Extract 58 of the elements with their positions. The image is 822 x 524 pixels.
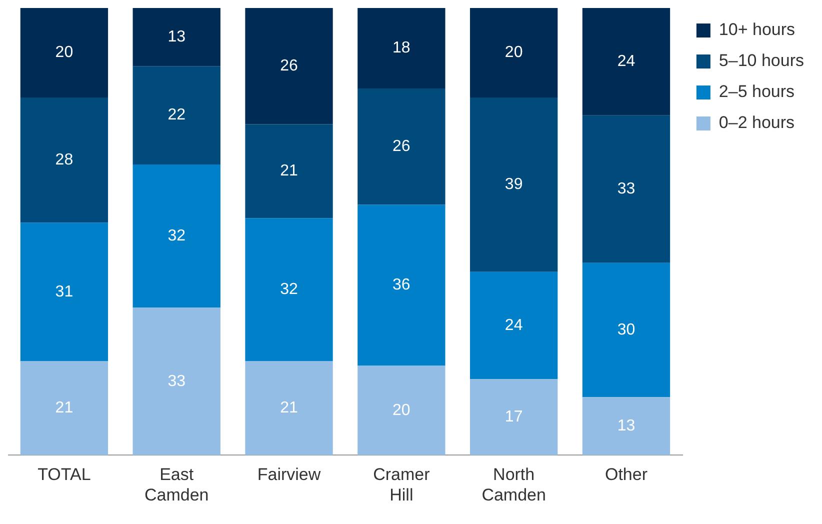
bar	[582, 115, 670, 263]
data-label: 32	[168, 227, 186, 244]
data-label: 33	[617, 180, 636, 198]
bar	[245, 218, 333, 362]
bar	[470, 97, 558, 272]
bar	[132, 164, 220, 308]
data-label: 21	[55, 400, 74, 417]
bar	[582, 8, 670, 116]
data-label: 31	[55, 283, 74, 300]
bar	[582, 397, 670, 456]
data-label: 22	[168, 106, 186, 124]
bar	[470, 272, 558, 380]
data-label: 20	[392, 402, 410, 419]
bar	[358, 204, 446, 366]
data-label: 13	[617, 418, 636, 435]
x-tick-label: Fairview	[257, 465, 322, 484]
legend-label: 0–2 hours	[718, 113, 795, 132]
data-label: 26	[392, 138, 410, 156]
data-label: 30	[617, 321, 636, 338]
x-tick-label: Other	[604, 465, 648, 484]
data-label: 18	[392, 40, 410, 57]
x-tick-label: TOTAL	[38, 465, 91, 484]
data-label: 28	[55, 151, 74, 168]
data-label: 33	[168, 372, 186, 390]
x-tick-label: East Camden	[144, 465, 209, 504]
data-label: 32	[280, 281, 298, 298]
legend-label: 10+ hours	[718, 20, 796, 40]
data-label: 24	[504, 316, 523, 334]
bar	[132, 66, 220, 165]
bar	[470, 379, 558, 456]
bar	[20, 222, 108, 362]
bar	[358, 8, 446, 88]
legend-label: 2–5 hours	[718, 82, 795, 102]
data-label: 17	[504, 408, 523, 426]
bar	[132, 308, 220, 456]
bar	[20, 97, 108, 223]
data-label: 39	[504, 176, 523, 194]
bar	[20, 361, 108, 456]
data-label: 21	[280, 400, 298, 417]
bar	[470, 8, 558, 98]
bar	[20, 8, 108, 98]
x-tick-label: North Camden	[482, 465, 546, 504]
bar	[132, 8, 220, 66]
data-label: 36	[392, 276, 410, 294]
data-label: 24	[617, 53, 636, 70]
data-label: 21	[280, 162, 298, 180]
bar	[582, 262, 670, 398]
data-label: 26	[280, 58, 298, 75]
bar	[358, 88, 446, 205]
data-label: 20	[55, 44, 74, 62]
data-label: 20	[504, 44, 523, 62]
data-label: 13	[168, 28, 186, 46]
legend-label: 5–10 hours	[718, 51, 804, 70]
bar	[245, 8, 333, 124]
bar	[358, 366, 446, 456]
bar	[245, 124, 333, 218]
x-tick-label: Cramer Hill	[373, 465, 430, 504]
bar	[245, 361, 333, 456]
